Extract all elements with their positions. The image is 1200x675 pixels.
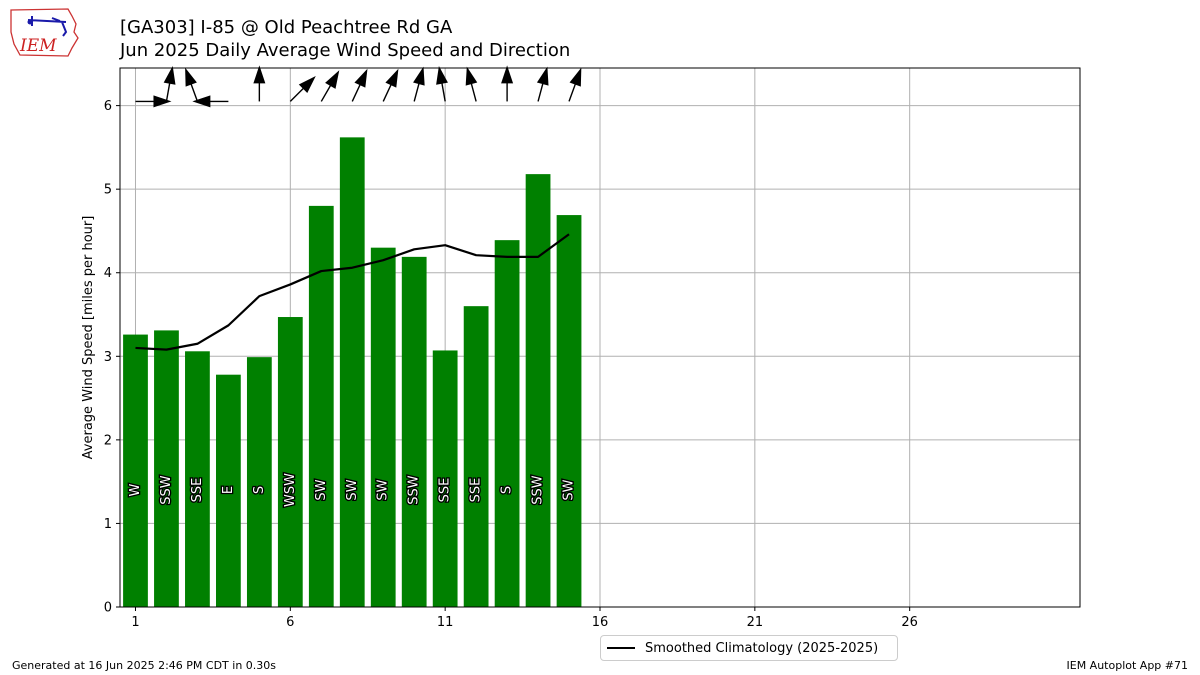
chart-title: [GA303] I-85 @ Old Peachtree Rd GA [120, 17, 453, 38]
app-credit: IEM Autoplot App #71 [1066, 659, 1189, 672]
legend-line-swatch [607, 647, 635, 649]
y-tick-label: 4 [104, 266, 112, 281]
chart-subtitle: Jun 2025 Daily Average Wind Speed and Di… [120, 40, 571, 61]
bar-day-11 [432, 350, 458, 607]
wind-arrow-day-9 [382, 68, 399, 102]
wind-arrow-day-4 [192, 95, 229, 108]
bar-day-13 [494, 240, 520, 607]
wind-arrow-day-14 [536, 66, 549, 102]
x-tick-label: 21 [747, 615, 764, 630]
direction-label-day-1: W [128, 483, 143, 496]
y-axis-label: Average Wind Speed [miles per hour] [81, 216, 96, 460]
x-tick-label: 16 [592, 615, 609, 630]
y-tick-label: 1 [104, 517, 112, 532]
bar-day-8 [339, 137, 365, 608]
direction-label-day-10: SSW [407, 475, 422, 505]
bar-day-2 [154, 330, 179, 607]
generated-timestamp: Generated at 16 Jun 2025 2:46 PM CDT in … [12, 659, 277, 672]
logo-text: IEM [19, 36, 57, 56]
bars [123, 137, 582, 608]
y-tick-label: 6 [104, 99, 112, 114]
direction-label-day-11: SSE [438, 478, 453, 503]
direction-label-day-13: S [500, 486, 515, 494]
wind-arrow-day-11 [436, 65, 448, 102]
direction-labels: W SSW SSE E S WSW SW SW SW SSW SSE SSE S SSW SW [127, 472, 578, 509]
wind-arrow-day-13 [501, 65, 514, 102]
bar-day-1 [123, 334, 148, 607]
x-tick-label: 11 [437, 615, 454, 630]
direction-label-day-14: SSW [531, 475, 546, 505]
bar-day-7 [308, 205, 334, 607]
direction-label-day-9: SW [376, 479, 391, 500]
iem-logo: IEM [10, 8, 79, 57]
x-tick-label: 1 [131, 615, 139, 630]
wind-arrow-day-5 [253, 65, 266, 102]
y-tick-label: 5 [104, 183, 112, 198]
wind-arrows [135, 65, 582, 108]
bar-day-10 [401, 256, 427, 607]
bar-day-15 [556, 215, 582, 607]
wind-arrow-day-1 [135, 95, 172, 108]
direction-label-day-2: SSW [159, 475, 174, 505]
direction-label-day-8: SW [345, 479, 360, 500]
direction-label-day-7: SW [314, 479, 329, 500]
wind-arrow-day-7 [320, 70, 340, 102]
x-tick-label: 6 [286, 615, 294, 630]
bar-day-12 [463, 306, 489, 607]
x-tick-label: 26 [901, 615, 918, 630]
bar-day-14 [525, 174, 551, 608]
wind-arrow-day-3 [185, 67, 199, 102]
wind-arrow-day-15 [568, 67, 582, 102]
legend-label: Smoothed Climatology (2025-2025) [645, 640, 879, 656]
bar-day-5 [246, 357, 272, 607]
y-tick-label: 3 [104, 350, 112, 365]
direction-label-day-6: WSW [283, 473, 298, 507]
direction-label-day-15: SW [562, 479, 577, 500]
bar-day-9 [370, 247, 396, 607]
direction-label-day-5: S [252, 486, 267, 494]
wind-arrow-day-8 [351, 68, 368, 102]
legend: Smoothed Climatology (2025-2025) [600, 635, 898, 661]
direction-label-day-4: E [221, 486, 236, 494]
bar-day-3 [185, 351, 210, 607]
bar-day-6 [277, 317, 303, 607]
climatology-line [135, 233, 570, 351]
y-tick-label: 2 [104, 433, 112, 448]
wind-arrow-day-10 [413, 66, 425, 102]
wind-arrow-day-6 [289, 75, 316, 102]
wind-arrow-day-2 [163, 65, 176, 102]
y-tick-label: 0 [104, 601, 112, 616]
bar-day-4 [216, 374, 241, 607]
direction-label-day-3: SSE [190, 478, 205, 503]
direction-label-day-12: SSE [469, 478, 484, 503]
wind-arrow-day-12 [465, 66, 478, 102]
climatology-series [135, 233, 570, 351]
